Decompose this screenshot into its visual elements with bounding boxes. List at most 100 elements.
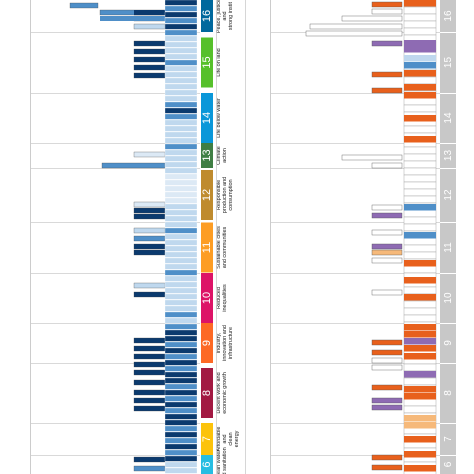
right-cell bbox=[403, 146, 437, 155]
left-bar bbox=[133, 282, 166, 289]
goal-number: 16 bbox=[201, 10, 213, 22]
center-cell bbox=[164, 317, 198, 324]
right-cell bbox=[403, 398, 437, 407]
goal-color-block bbox=[201, 93, 213, 143]
center-cell bbox=[164, 89, 198, 96]
right-colored-cell bbox=[404, 260, 436, 267]
goal-color-block bbox=[201, 0, 213, 32]
left-bar bbox=[133, 465, 166, 472]
left-bar bbox=[133, 227, 166, 234]
center-cell bbox=[164, 233, 198, 240]
goal-name-line: Responsible bbox=[216, 180, 222, 210]
center-cell bbox=[164, 359, 198, 366]
goal-number: 10 bbox=[201, 292, 213, 304]
center-cell bbox=[164, 185, 198, 192]
center-cell bbox=[164, 29, 198, 36]
center-cell bbox=[164, 77, 198, 84]
left-bar bbox=[133, 353, 166, 360]
center-cell bbox=[164, 203, 198, 210]
right-colored-cell bbox=[404, 393, 436, 400]
left-bar bbox=[133, 64, 166, 71]
right-cell bbox=[403, 244, 437, 253]
left-bar bbox=[133, 291, 166, 298]
right-colored-cell bbox=[404, 115, 436, 122]
right-cell bbox=[403, 209, 437, 218]
right-cell bbox=[403, 20, 437, 29]
goal-name-line: Clean water bbox=[216, 450, 222, 474]
right-bar bbox=[371, 464, 403, 471]
center-cell bbox=[164, 425, 198, 432]
left-bar bbox=[134, 10, 165, 15]
right-bar bbox=[371, 8, 403, 15]
right-bar bbox=[371, 289, 403, 296]
goal-number: 9 bbox=[201, 340, 213, 346]
left-bar bbox=[133, 337, 166, 344]
right-cell bbox=[403, 377, 437, 386]
center-cell bbox=[164, 107, 198, 114]
goal-name-line: Reduced bbox=[216, 287, 222, 309]
left-bar bbox=[133, 151, 166, 158]
center-cell bbox=[164, 329, 198, 336]
goal-name-line: and bbox=[222, 434, 228, 443]
center-cell bbox=[164, 209, 198, 216]
center-cell bbox=[164, 407, 198, 414]
center-cell bbox=[164, 215, 198, 222]
center-cell bbox=[164, 347, 198, 354]
goal-color-block bbox=[201, 273, 213, 323]
center-cell bbox=[164, 401, 198, 408]
center-cell bbox=[164, 413, 198, 420]
goal-number: 12 bbox=[201, 189, 213, 201]
right-cell bbox=[403, 237, 437, 246]
center-cell bbox=[164, 17, 198, 24]
right-bar bbox=[371, 229, 403, 236]
right-cell bbox=[403, 125, 437, 134]
center-cell bbox=[164, 293, 198, 300]
goal-number: 13 bbox=[201, 149, 213, 161]
right-colored-cell bbox=[404, 338, 436, 345]
center-cell bbox=[164, 161, 198, 168]
right-colored-cell bbox=[404, 277, 436, 284]
center-cell bbox=[164, 371, 198, 378]
center-cell bbox=[164, 179, 198, 186]
goal-name-line: Industry, bbox=[216, 332, 222, 353]
right-colored-cell bbox=[404, 232, 436, 239]
right-cell bbox=[403, 174, 437, 183]
center-cell bbox=[164, 353, 198, 360]
center-cell bbox=[164, 197, 198, 204]
right-bar bbox=[371, 249, 403, 256]
right-colored-cell bbox=[404, 422, 436, 429]
left-bar bbox=[133, 405, 166, 412]
center-cell bbox=[164, 251, 198, 258]
center-cell bbox=[164, 299, 198, 306]
right-cell bbox=[403, 195, 437, 204]
center-cell bbox=[164, 95, 198, 102]
right-bar bbox=[371, 87, 403, 94]
right-bar bbox=[371, 357, 403, 364]
goal-number: 7 bbox=[201, 436, 213, 442]
goal-name-line: Decent work and bbox=[216, 372, 222, 413]
center-cell bbox=[164, 419, 198, 426]
right-colored-cell bbox=[404, 324, 436, 331]
goal-number: 11 bbox=[201, 242, 213, 253]
goal-name-line: and bbox=[222, 11, 228, 20]
right-colored-cell bbox=[404, 92, 436, 99]
center-cell bbox=[164, 131, 198, 138]
center-cell bbox=[164, 389, 198, 396]
center-cell bbox=[164, 383, 198, 390]
right-strip-bg bbox=[440, 0, 456, 474]
right-bar bbox=[305, 30, 403, 37]
right-cell bbox=[403, 314, 437, 323]
right-colored-cell bbox=[404, 371, 436, 378]
right-cell bbox=[403, 167, 437, 176]
center-cell bbox=[164, 461, 198, 468]
right-goal-number: 15 bbox=[443, 57, 454, 69]
center-cell bbox=[164, 311, 198, 318]
goal-name-line: and sanitation bbox=[222, 447, 228, 474]
right-cell bbox=[403, 307, 437, 316]
left-bar bbox=[133, 361, 166, 368]
goal-name-line: Life below water bbox=[216, 98, 222, 138]
right-cell bbox=[403, 153, 437, 162]
